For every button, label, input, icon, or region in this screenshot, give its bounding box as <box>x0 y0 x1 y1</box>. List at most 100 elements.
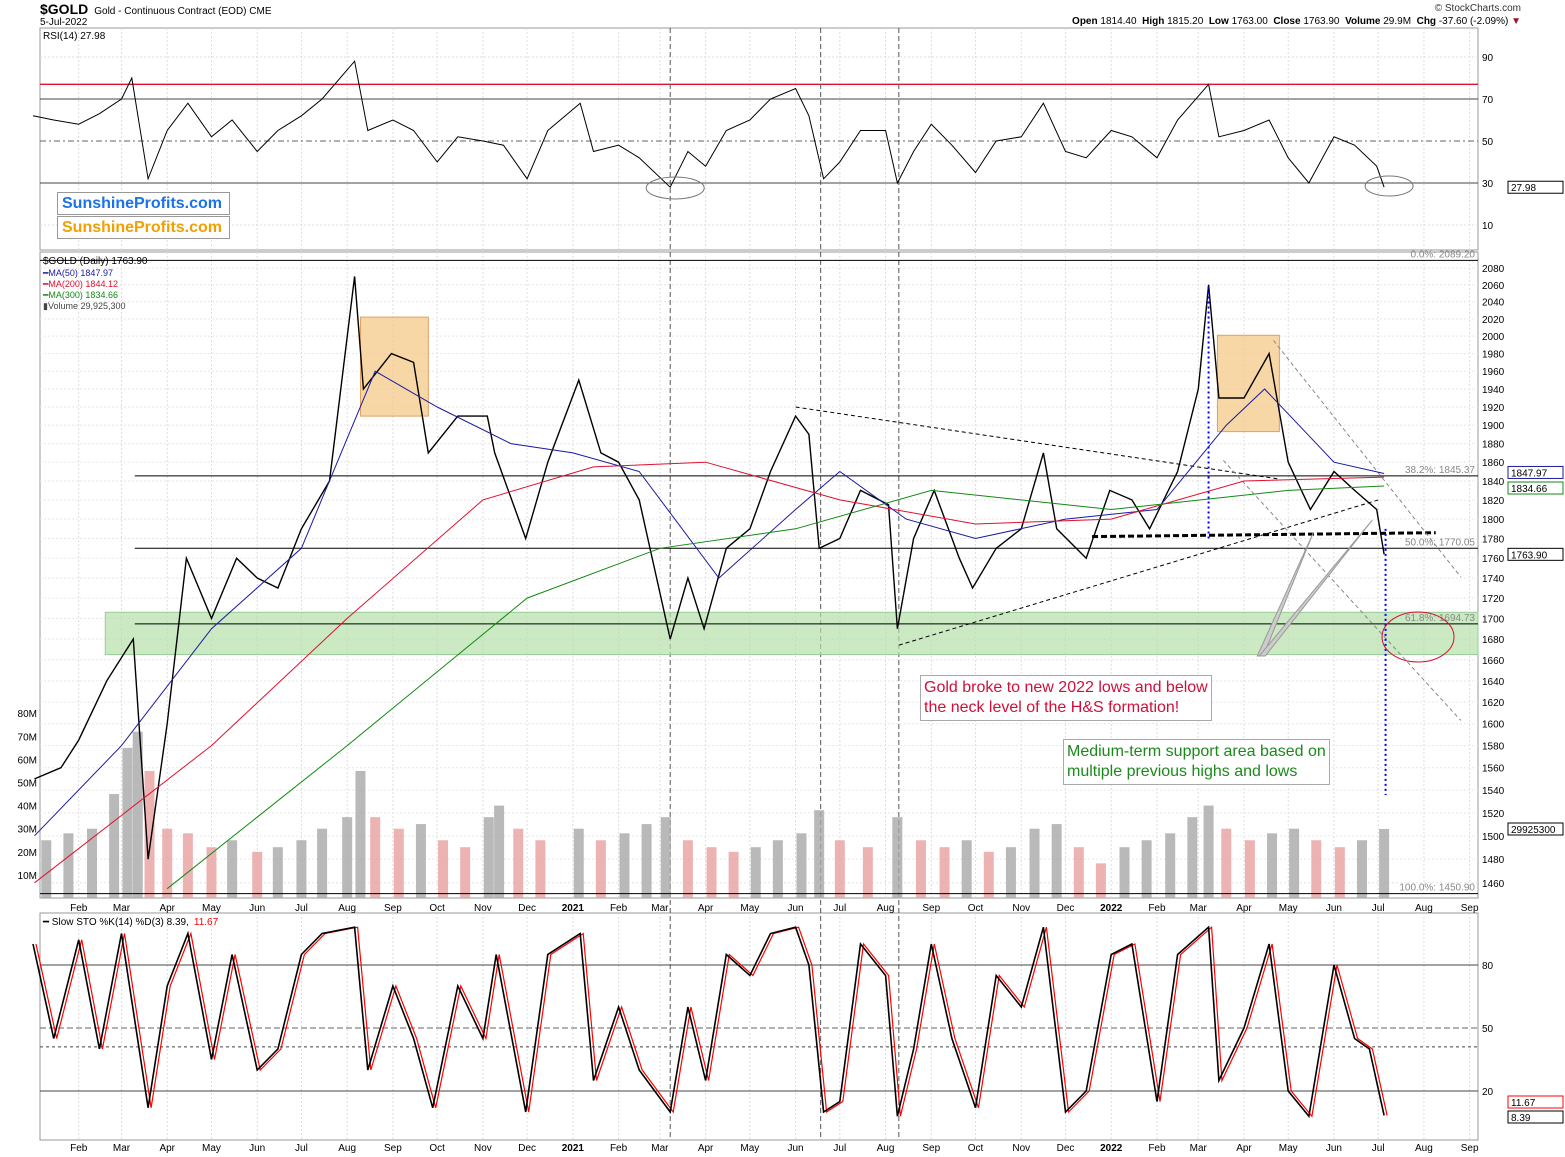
price-y-tick: 1780 <box>1482 535 1505 546</box>
volume-bar <box>595 840 606 898</box>
fib-label: 0.0%: 2089.20 <box>1411 249 1476 260</box>
annotation-line: Medium-term support area based on <box>1067 743 1326 760</box>
volume-y-tick: 40M <box>18 802 37 813</box>
x-tick-label: 2021 <box>562 903 585 914</box>
x-tick-label: May <box>202 903 221 914</box>
x-tick-label: Nov <box>474 903 492 914</box>
volume-bar <box>513 828 524 898</box>
x-tick-label: Jul <box>1372 1143 1385 1154</box>
annotation-line: Gold broke to new 2022 lows and below <box>924 679 1208 696</box>
volume-y-tick: 80M <box>18 709 37 720</box>
target-ellipse <box>1381 611 1455 663</box>
x-tick-label: May <box>740 1143 759 1154</box>
volume-bar <box>1203 805 1214 898</box>
x-tick-label: Jun <box>249 903 265 914</box>
volume-bar <box>961 840 972 898</box>
volume-bar <box>393 828 404 898</box>
header-title-line: $GOLD Gold - Continuous Contract (EOD) C… <box>40 1 272 17</box>
price-y-tick: 1540 <box>1482 786 1505 797</box>
volume-bar <box>915 840 926 898</box>
chg-label: Chg <box>1416 16 1437 27</box>
volume-bar <box>796 833 807 898</box>
volume-bar <box>892 817 903 898</box>
neckline <box>1092 531 1436 539</box>
price-y-tick: 1720 <box>1482 594 1505 605</box>
price-y-tick: 2040 <box>1482 298 1505 309</box>
low-value: 1763.00 <box>1231 16 1268 27</box>
trendline <box>1222 459 1462 721</box>
x-tick-label: Apr <box>1236 1143 1252 1154</box>
rsi-y-tick: 10 <box>1482 221 1494 232</box>
volume-bar <box>1311 840 1322 898</box>
fib-label: 38.2%: 1845.37 <box>1405 465 1475 476</box>
fib-label: 50.0%: 1770.05 <box>1405 537 1475 548</box>
volume-y-tick: 10M <box>18 871 37 882</box>
ma50-value-tag <box>1507 465 1564 479</box>
volume-bar <box>144 770 155 898</box>
price-y-tick: 2000 <box>1482 332 1505 343</box>
price-y-tick: 1700 <box>1482 614 1505 625</box>
volume-y-tick: 30M <box>18 825 37 836</box>
ma300-value-tag-text: 1834.66 <box>1511 484 1548 495</box>
volume-bar <box>122 747 133 898</box>
price-y-tick: 1580 <box>1482 742 1505 753</box>
x-tick-label: Jul <box>295 1143 308 1154</box>
volume-bar <box>206 847 217 898</box>
chart-date: 5-Jul-2022 <box>40 17 88 28</box>
sunshine-logo-blue: SunshineProfits.com <box>57 192 230 215</box>
high-label: High <box>1142 16 1165 27</box>
volume-bar <box>573 828 584 898</box>
volume-label: Volume <box>1345 16 1381 27</box>
sto-d-tag <box>1507 1095 1564 1109</box>
panel-sto <box>39 912 1479 1141</box>
x-tick-label: Aug <box>338 1143 356 1154</box>
volume-bar <box>682 840 693 898</box>
x-tick-label: Jul <box>833 903 846 914</box>
volume-y-tick: 20M <box>18 848 37 859</box>
x-tick-label: 2022 <box>1100 1143 1123 1154</box>
volume-bar <box>87 828 97 898</box>
series-ma-50- <box>34 370 1385 837</box>
x-tick-label: Aug <box>877 903 895 914</box>
x-tick-label: Aug <box>877 1143 895 1154</box>
volume-y-tick: 60M <box>18 755 37 766</box>
x-tick-label: Sep <box>384 903 402 914</box>
legend-entry: ▮Volume 29,925,300 <box>43 301 126 311</box>
volume-bar <box>272 847 283 898</box>
volume-y-tick: 50M <box>18 779 37 790</box>
sto-d-value: 11.67 <box>194 917 219 928</box>
x-tick-label: Sep <box>384 1143 402 1154</box>
volume-bar <box>535 840 546 898</box>
rsi-y-tick: 70 <box>1482 95 1494 106</box>
x-tick-label: Nov <box>1012 903 1030 914</box>
volume-bar <box>252 851 263 898</box>
panel-rsi <box>39 27 1479 251</box>
volume-bar <box>641 824 652 898</box>
x-tick-label: 2022 <box>1100 903 1123 914</box>
rsi-value-tag-text: 27.98 <box>1511 183 1536 194</box>
close-value-tag <box>1507 547 1564 561</box>
x-tick-label: May <box>1279 903 1298 914</box>
copyright: © StockCharts.com <box>1434 3 1521 14</box>
rsi-value-tag <box>1507 180 1564 194</box>
series-ma-300- <box>166 485 1385 890</box>
x-tick-label: Aug <box>1415 1143 1433 1154</box>
volume-bar <box>162 828 173 898</box>
rsi-title: RSI(14) 27.98 <box>43 31 106 42</box>
x-tick-label: Nov <box>1012 1143 1030 1154</box>
x-tick-label: Feb <box>70 903 88 914</box>
series-ma-200- <box>34 461 1385 884</box>
volume-bar <box>834 840 845 898</box>
x-tick-label: Apr <box>698 903 714 914</box>
open-label: Open <box>1072 16 1098 27</box>
volume-bar <box>1244 840 1255 898</box>
rsi-line <box>32 60 1385 189</box>
x-tick-label: Jul <box>833 1143 846 1154</box>
volume-bar <box>750 847 761 898</box>
annotation-line: multiple previous highs and lows <box>1067 763 1298 780</box>
rsi-ellipse <box>645 176 705 200</box>
price-y-tick: 1980 <box>1482 350 1505 361</box>
open-value: 1814.40 <box>1100 16 1137 27</box>
x-tick-label: Sep <box>922 903 940 914</box>
